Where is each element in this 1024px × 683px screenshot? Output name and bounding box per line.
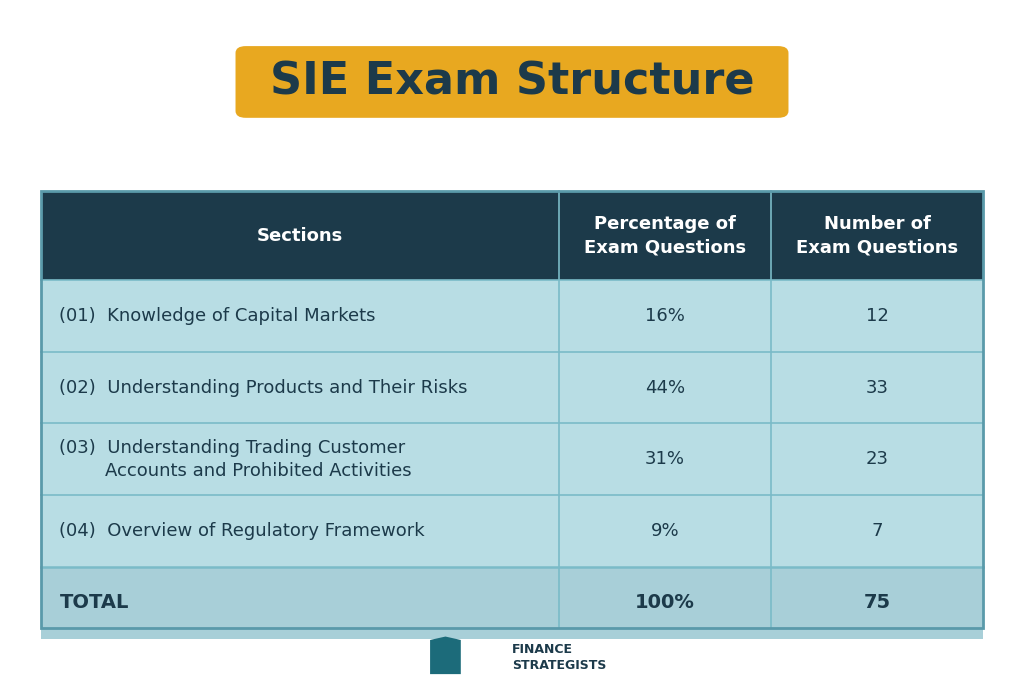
Text: 16%: 16% — [645, 307, 685, 325]
FancyBboxPatch shape — [41, 280, 983, 352]
Text: (02)  Understanding Products and Their Risks: (02) Understanding Products and Their Ri… — [59, 378, 468, 397]
Text: Percentage of
Exam Questions: Percentage of Exam Questions — [584, 215, 746, 256]
Text: Number of
Exam Questions: Number of Exam Questions — [796, 215, 958, 256]
Text: 44%: 44% — [645, 378, 685, 397]
Text: Sections: Sections — [257, 227, 343, 245]
Text: 7: 7 — [871, 522, 883, 540]
Text: 31%: 31% — [645, 450, 685, 469]
FancyBboxPatch shape — [41, 567, 983, 639]
Text: 9%: 9% — [651, 522, 679, 540]
FancyBboxPatch shape — [41, 495, 983, 567]
Text: 33: 33 — [865, 378, 889, 397]
Text: (03)  Understanding Trading Customer
        Accounts and Prohibited Activities: (03) Understanding Trading Customer Acco… — [59, 438, 412, 480]
Text: 100%: 100% — [635, 594, 695, 612]
FancyBboxPatch shape — [41, 423, 983, 495]
FancyBboxPatch shape — [236, 46, 788, 117]
FancyBboxPatch shape — [41, 191, 983, 280]
FancyBboxPatch shape — [41, 352, 983, 423]
Text: (04)  Overview of Regulatory Framework: (04) Overview of Regulatory Framework — [59, 522, 425, 540]
PathPatch shape — [430, 637, 461, 674]
Text: TOTAL: TOTAL — [59, 594, 129, 612]
Text: (01)  Knowledge of Capital Markets: (01) Knowledge of Capital Markets — [59, 307, 376, 325]
Text: 23: 23 — [865, 450, 889, 469]
Text: 75: 75 — [863, 594, 891, 612]
Text: FINANCE
STRATEGISTS: FINANCE STRATEGISTS — [512, 643, 606, 671]
Text: SIE Exam Structure: SIE Exam Structure — [269, 61, 755, 103]
Text: 12: 12 — [865, 307, 889, 325]
